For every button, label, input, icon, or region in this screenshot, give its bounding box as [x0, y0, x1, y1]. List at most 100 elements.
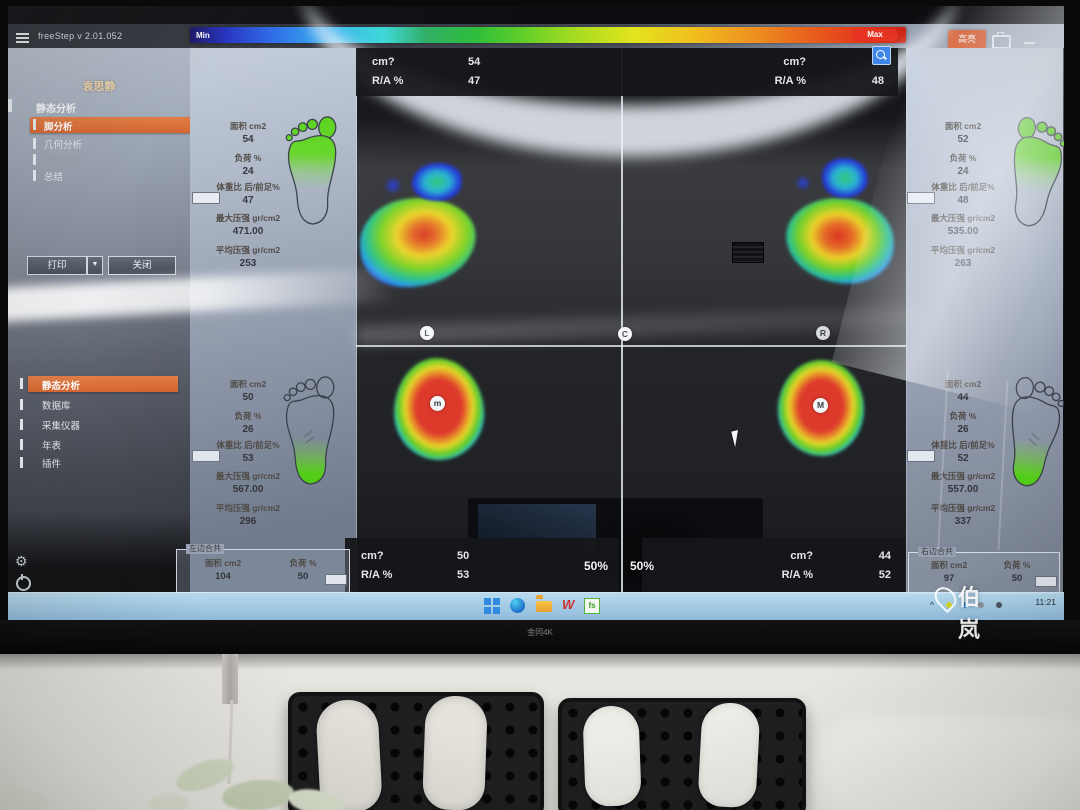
avg-pressure-label: 平均压强 gr/cm2 [215, 245, 281, 255]
avg-pressure-label: 平均压强 gr/cm2 [930, 503, 996, 513]
load-value: 50 [1011, 573, 1023, 584]
menu-icon[interactable] [16, 31, 29, 45]
item-marker [33, 119, 36, 130]
file-explorer-icon[interactable] [536, 598, 552, 614]
nav-item-static-analysis[interactable] [28, 376, 178, 392]
left-foot-data-column: 面积 cm2 54 负荷 % 24 体重比 后/前足% 47 最大压强 gr/c… [190, 48, 357, 592]
start-button-icon[interactable] [484, 598, 500, 614]
tray-icon[interactable] [946, 602, 952, 608]
sidebar-item-foot-analysis[interactable] [30, 117, 190, 133]
sidebar-item-video-capture[interactable]: 视频采集 [44, 156, 83, 167]
power-icon[interactable] [16, 574, 31, 591]
range-badge [907, 450, 935, 462]
cm-value: 54 [468, 55, 481, 68]
area-label: 面积 cm2 [229, 379, 267, 389]
ratio-label: 体重比 后/前足% [931, 440, 995, 450]
load-value: 26 [242, 424, 254, 435]
ra-label: R/A % [372, 74, 404, 87]
load-label: 负荷 % [234, 153, 262, 163]
app-title: freeStep v 2.01.052 [38, 31, 123, 41]
totals-title: 左边合共 [186, 544, 224, 554]
marker-right: R [816, 326, 830, 340]
load-value: 50 [297, 571, 309, 582]
insole [697, 701, 761, 809]
range-badge [192, 450, 220, 462]
nav-item-report[interactable]: 年表 [42, 441, 62, 452]
wps-office-icon[interactable]: W [562, 597, 575, 612]
print-dropdown-caret[interactable]: ▼ [87, 256, 103, 275]
ratio-value: 47 [242, 195, 254, 206]
sidebar-item-geometry-analysis[interactable]: 几何分析 [44, 140, 83, 151]
nav-item-static-analysis-label[interactable]: 静态分析 [42, 381, 81, 392]
load-label: 负荷 % [234, 411, 262, 421]
info-box-bottom-right: cm? 44 R/A % 52 [642, 538, 905, 600]
print-button[interactable]: 打印 [27, 256, 87, 275]
ra-label: R/A % [781, 568, 813, 581]
marker-left-heel-center: m [430, 396, 445, 411]
plant-leaf [148, 794, 190, 810]
area-value: 50 [242, 392, 254, 403]
ratio-label: 体重比 后/前足% [216, 182, 280, 192]
max-pressure-label: 最大压强 gr/cm2 [215, 213, 281, 223]
item-marker [33, 138, 36, 149]
max-pressure-label: 最大压强 gr/cm2 [930, 471, 996, 481]
avg-pressure-value: 253 [239, 258, 257, 269]
close-button[interactable]: 关闭 [108, 256, 176, 275]
marker-left: L [420, 326, 434, 340]
area-value: 104 [215, 571, 231, 582]
item-marker [20, 439, 23, 450]
zoom-scale-icon[interactable] [872, 46, 891, 65]
load-value: 26 [957, 424, 969, 435]
load-value: 24 [242, 166, 254, 177]
edge-browser-icon[interactable] [510, 598, 526, 614]
tv-brand-label: 金同4K [527, 628, 553, 637]
nav-item-database[interactable]: 数据库 [42, 401, 71, 412]
cm-label: cm? [372, 55, 395, 68]
cm-label: cm? [790, 549, 813, 562]
section-marker [8, 99, 12, 112]
freestep-app-icon[interactable]: fs [584, 598, 600, 614]
item-marker [20, 419, 23, 430]
ra-label: R/A % [774, 74, 806, 87]
sidebar: 袁思静 静态分析 脚分析 几何分析 视频采集 总结 打印 ▼ 关闭 静态分析 数… [8, 48, 190, 592]
foot-diagram-left-forefoot [280, 113, 348, 242]
ra-value: 53 [457, 568, 470, 581]
foreground-object [822, 718, 1080, 810]
max-pressure-label: 最大压强 gr/cm2 [215, 471, 281, 481]
marker-right-heel-center: M [813, 398, 828, 413]
totals-panel-right: 右边合共 面积 cm2 97 负荷 % 50 [908, 547, 1060, 594]
ra-value: 52 [878, 568, 891, 581]
range-badge [1035, 576, 1057, 587]
settings-gear-icon[interactable]: ⚙ [15, 553, 28, 569]
slipper [422, 694, 488, 810]
sidebar-item-foot-analysis-label[interactable]: 脚分析 [44, 122, 73, 133]
cm-label: cm? [783, 55, 806, 68]
tray-sync-icon[interactable] [962, 602, 968, 608]
info-box-top-left: cm? 54 R/A % 47 [356, 48, 622, 96]
nav-item-acquisition-device[interactable]: 采集仪器 [42, 421, 81, 432]
ceiling-vent-reflection [732, 242, 764, 263]
item-marker [20, 399, 23, 410]
tray-chevron-icon[interactable]: ^ [930, 600, 935, 610]
area-value: 54 [242, 134, 254, 145]
load-percent-left: 50% [584, 559, 609, 573]
horizontal-divider [356, 345, 906, 347]
wifi-icon[interactable] [996, 602, 1002, 608]
area-value: 44 [957, 392, 969, 403]
section-title: 静态分析 [36, 104, 76, 115]
ra-value: 47 [468, 74, 481, 87]
marker-center: C [618, 327, 632, 341]
sidebar-item-summary[interactable]: 总结 [44, 172, 64, 183]
load-label: 负荷 % [949, 411, 977, 421]
range-badge [192, 192, 220, 204]
plant-leaf [0, 779, 53, 810]
taskbar-clock[interactable]: 11:21 [1035, 597, 1056, 607]
tv-stand-leg [222, 654, 238, 704]
item-marker [20, 457, 23, 468]
avg-pressure-value: 296 [239, 516, 257, 527]
insole [582, 705, 642, 807]
tray-pin-icon[interactable] [978, 602, 984, 608]
nav-item-plugin[interactable]: 插件 [42, 459, 62, 470]
